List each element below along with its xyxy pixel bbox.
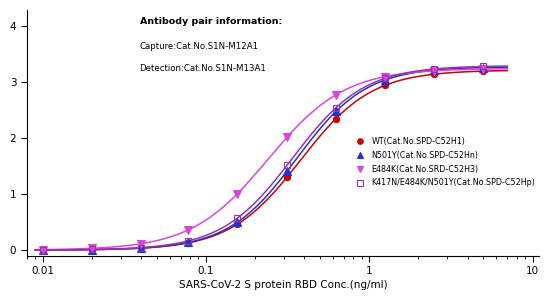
X-axis label: SARS-CoV-2 S protein RBD Conc.(ng/ml): SARS-CoV-2 S protein RBD Conc.(ng/ml) (179, 280, 387, 290)
Text: Antibody pair information:: Antibody pair information: (140, 17, 282, 26)
Text: Capture:Cat.No.S1N-M12A1: Capture:Cat.No.S1N-M12A1 (140, 42, 258, 51)
Text: Detection:Cat.No.S1N-M13A1: Detection:Cat.No.S1N-M13A1 (140, 64, 266, 73)
Legend: WT(Cat.No.SPD-C52H1), N501Y(Cat.No.SPD-C52Hn), E484K(Cat.No.SRD-C52H3), K417N/E4: WT(Cat.No.SPD-C52H1), N501Y(Cat.No.SPD-C… (352, 137, 535, 188)
